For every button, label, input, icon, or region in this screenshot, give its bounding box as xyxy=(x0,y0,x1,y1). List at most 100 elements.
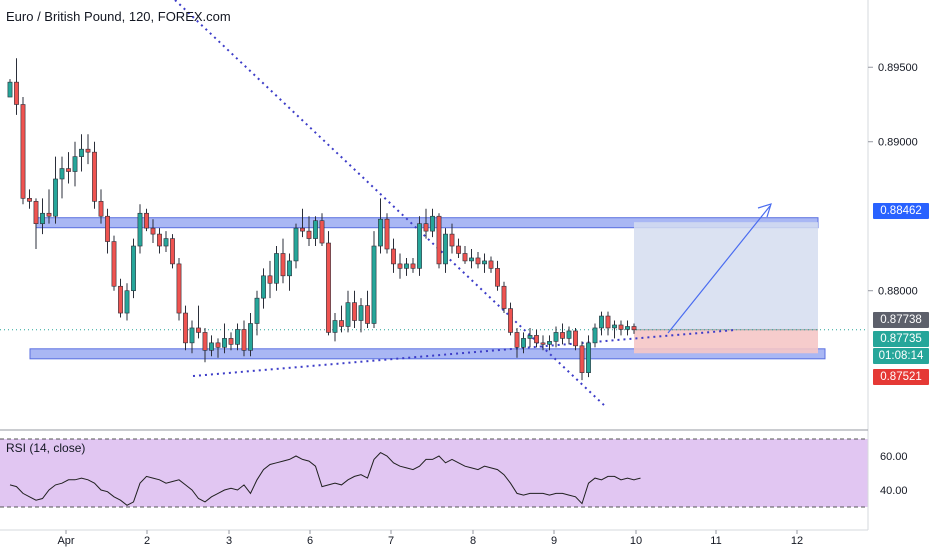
candle-body xyxy=(209,342,214,351)
candle-body xyxy=(287,260,292,277)
candle-body xyxy=(579,345,585,373)
target-zone xyxy=(634,222,818,330)
projection-arrowhead xyxy=(757,203,772,218)
candle xyxy=(384,213,390,254)
x-tick-label: 12 xyxy=(791,535,803,547)
candle xyxy=(423,208,429,239)
candle-body xyxy=(527,335,533,339)
candle xyxy=(79,134,84,172)
candle xyxy=(540,335,546,351)
candle-body xyxy=(313,220,318,239)
candle xyxy=(482,253,487,273)
candle xyxy=(566,326,572,345)
candle-body xyxy=(14,81,19,105)
ascending-trendline xyxy=(192,329,736,377)
x-tick-label: 11 xyxy=(710,535,721,547)
candle-body xyxy=(462,253,468,262)
candle xyxy=(176,257,182,321)
candle-body xyxy=(92,151,97,202)
candle-body xyxy=(449,233,455,247)
candle-body xyxy=(553,332,559,342)
candle xyxy=(209,335,214,357)
candle-body xyxy=(222,338,227,348)
x-tick-label: 6 xyxy=(307,535,313,547)
candle-body xyxy=(118,285,123,314)
candle-body xyxy=(267,275,273,284)
candle xyxy=(202,327,208,363)
x-tick-label: 10 xyxy=(630,535,642,547)
candle-body xyxy=(105,215,110,242)
candle xyxy=(339,305,344,333)
candle-body xyxy=(280,253,286,277)
x-tick-label: 3 xyxy=(226,535,232,547)
candle xyxy=(137,204,143,254)
candle-body xyxy=(183,312,188,344)
rsi-tick-label: 40.00 xyxy=(880,485,908,497)
candle xyxy=(586,335,591,378)
candle-body xyxy=(625,326,630,330)
candle-body xyxy=(599,315,604,329)
candle-body xyxy=(98,201,104,217)
candle xyxy=(267,260,273,299)
candle-body xyxy=(547,341,552,345)
candle xyxy=(66,152,71,184)
candle-body xyxy=(378,218,383,247)
candle-body xyxy=(300,227,305,232)
candle-body xyxy=(417,223,422,269)
candle xyxy=(501,281,507,314)
candle xyxy=(612,320,617,339)
candle-body xyxy=(40,212,45,224)
candle-body xyxy=(170,238,175,265)
candle-body xyxy=(605,315,611,329)
candle-body xyxy=(514,332,520,348)
candle-body xyxy=(20,104,26,199)
candle-body xyxy=(196,327,201,333)
candle-body xyxy=(631,326,637,331)
price-label-countdown: 01:08:14 xyxy=(873,348,929,364)
candle xyxy=(189,320,195,354)
candle xyxy=(27,189,32,209)
candle xyxy=(417,216,422,276)
candle xyxy=(183,305,188,351)
candle-body xyxy=(235,329,240,345)
candle xyxy=(118,278,123,318)
rsi-line xyxy=(9,451,641,506)
x-tick-label: Apr xyxy=(57,535,74,547)
candle xyxy=(547,335,552,351)
stop-zone xyxy=(634,329,818,354)
candle xyxy=(131,238,136,299)
candle-body xyxy=(397,263,403,269)
candle-body xyxy=(137,212,143,247)
candle xyxy=(261,268,266,309)
candle xyxy=(111,235,117,291)
candle xyxy=(508,302,513,336)
x-tick-label: 9 xyxy=(551,535,557,547)
candle-body xyxy=(85,148,91,153)
rsi-tick-label: 60.00 xyxy=(880,451,908,463)
candle-body xyxy=(521,338,526,348)
candle xyxy=(215,338,221,358)
candle xyxy=(365,290,370,328)
candle-body xyxy=(495,268,500,287)
candle xyxy=(228,332,234,351)
candle xyxy=(157,228,162,254)
candle-body xyxy=(566,330,572,339)
candle xyxy=(605,311,611,336)
candle xyxy=(410,257,416,273)
candle-body xyxy=(423,223,429,232)
candle-body xyxy=(157,233,162,247)
candle xyxy=(573,327,578,351)
x-tick-label: 8 xyxy=(470,535,476,547)
candle-body xyxy=(391,248,396,265)
candle xyxy=(59,156,65,199)
candle xyxy=(46,189,52,224)
x-tick-label: 7 xyxy=(388,535,394,547)
candle xyxy=(196,305,201,339)
candle-body xyxy=(456,245,461,254)
candle xyxy=(599,311,604,336)
price-label-last: 0.87738 xyxy=(873,312,929,328)
candle xyxy=(397,253,403,279)
candle-body xyxy=(46,212,52,217)
candle xyxy=(553,326,559,348)
